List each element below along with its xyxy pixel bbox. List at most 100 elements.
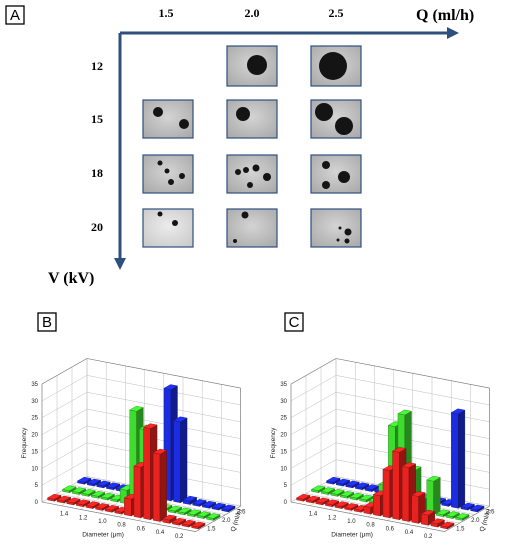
- bar: [426, 475, 441, 516]
- bar: [205, 513, 221, 521]
- micrograph-v20-q2-0: [226, 208, 278, 248]
- v-axis-label: V (kV): [48, 270, 94, 287]
- droplet-mark: [322, 161, 330, 169]
- bar: [220, 504, 236, 513]
- v-value-18: 18: [91, 166, 103, 180]
- q-value-2-0: 2.0: [245, 6, 260, 20]
- bar: [177, 507, 192, 516]
- frame-line: [335, 358, 490, 389]
- droplet-mark: [322, 181, 330, 189]
- droplet-mark: [241, 211, 249, 219]
- micrograph-v15-q2-5: [310, 99, 362, 139]
- bar: [315, 497, 330, 506]
- x-tick-label: 0.2: [424, 534, 433, 540]
- droplet-mark: [157, 211, 163, 217]
- droplet-mark: [168, 179, 174, 185]
- bar: [105, 482, 121, 491]
- y-tick-label: 2.0: [222, 518, 231, 524]
- droplet-mark: [164, 168, 170, 174]
- x-tick-label: 1.0: [347, 519, 356, 525]
- x-tick-label: 0.4: [156, 530, 165, 536]
- droplet-mark: [236, 107, 250, 121]
- droplet-mark: [247, 55, 267, 75]
- y-tick-label: 2.5: [486, 509, 495, 515]
- z-tick-label: 5: [35, 483, 39, 489]
- droplet-mark: [235, 169, 241, 175]
- bar: [162, 514, 177, 524]
- panel-b-letter: B: [42, 314, 52, 331]
- x-tick-label: 0.4: [405, 530, 414, 536]
- grid-line: [41, 425, 88, 452]
- micrograph-v20-q1-5: [142, 208, 194, 248]
- x-axis-label: Diameter (μm): [331, 531, 373, 538]
- grid-line: [41, 459, 88, 486]
- grid-line: [41, 408, 88, 435]
- z-tick-label: 25: [31, 416, 38, 422]
- droplet-mark: [338, 226, 342, 230]
- z-tick-label: 30: [31, 399, 38, 405]
- bar: [172, 416, 188, 504]
- z-tick-label: 10: [280, 466, 287, 472]
- y-tick-label: 1.5: [207, 526, 216, 532]
- x-tick-label: 1.2: [328, 515, 337, 521]
- x-tick-label: 1.0: [98, 519, 107, 525]
- bar: [310, 485, 326, 494]
- z-tick-label: 35: [280, 382, 287, 388]
- droplet-mark: [336, 238, 340, 242]
- micrograph-v12-q2-0: [226, 45, 278, 87]
- x-tick-label: 0.6: [137, 526, 146, 532]
- micrograph-v15-q1-5: [142, 99, 194, 139]
- panel-c: C 0 5 10 15 20 25 30 35 Frequency 1.4 1.2 1.0 0.8 0.6…: [270, 312, 495, 540]
- micrograph-v12-q2-5: [310, 45, 362, 87]
- z-tick-label: 20: [280, 433, 287, 439]
- micrograph-v18-q2-5: [310, 154, 362, 194]
- bar: [86, 478, 102, 487]
- bar: [435, 509, 451, 518]
- frame-line: [195, 505, 241, 532]
- bar: [439, 521, 455, 530]
- z-tick-label: 15: [31, 449, 38, 455]
- bar: [90, 490, 106, 499]
- frame-line: [290, 501, 445, 532]
- droplet-mark: [315, 103, 333, 121]
- bars: [46, 384, 236, 530]
- v-axis-arrowhead: [114, 258, 126, 270]
- panel-b-label-box: [37, 312, 57, 332]
- y-tick-label: 1.5: [456, 526, 465, 532]
- bar: [320, 487, 336, 495]
- z-tick-label: 30: [280, 399, 287, 405]
- x-tick-label: 0.8: [366, 523, 375, 529]
- z-tick-label: 25: [280, 416, 287, 422]
- bar: [181, 519, 197, 528]
- droplet-mark: [263, 173, 271, 181]
- y-tick-label: 2.5: [237, 509, 246, 515]
- x-tick-label: 0.2: [175, 534, 184, 540]
- bar: [364, 484, 380, 492]
- y-axis-label: Q (ml/h): [230, 508, 244, 532]
- bar: [339, 490, 355, 499]
- grid-line: [290, 375, 337, 402]
- frame-line: [41, 358, 88, 385]
- x-tick-label: 1.2: [79, 515, 88, 521]
- panel-a: A Q (ml/h) V (kV) 1.5 2.0 2.5 12 15 18 2…: [5, 5, 474, 287]
- droplet-mark: [247, 182, 253, 188]
- micrograph-v18-q1-5: [142, 154, 194, 194]
- bar: [75, 499, 91, 508]
- v-value-15: 15: [91, 112, 103, 126]
- bar: [201, 500, 217, 509]
- z-tick-label: 10: [31, 466, 38, 472]
- bar: [469, 504, 485, 513]
- bar: [85, 501, 101, 509]
- z-tick-label: 35: [31, 382, 38, 388]
- droplet-mark: [344, 238, 350, 244]
- bars: [295, 408, 485, 530]
- droplet-mark: [252, 164, 260, 172]
- bar: [454, 513, 470, 521]
- z-tick-label: 0: [284, 500, 288, 506]
- y-tick-label: 2.0: [471, 518, 480, 524]
- panel-b: B 0 5 10 15 20 25 30 35 Frequency 1.4 1.2 1.0 0.8 0.6…: [21, 312, 246, 540]
- panel-c-label-box: [284, 312, 304, 332]
- droplet-mark: [243, 167, 249, 173]
- bar: [66, 497, 81, 506]
